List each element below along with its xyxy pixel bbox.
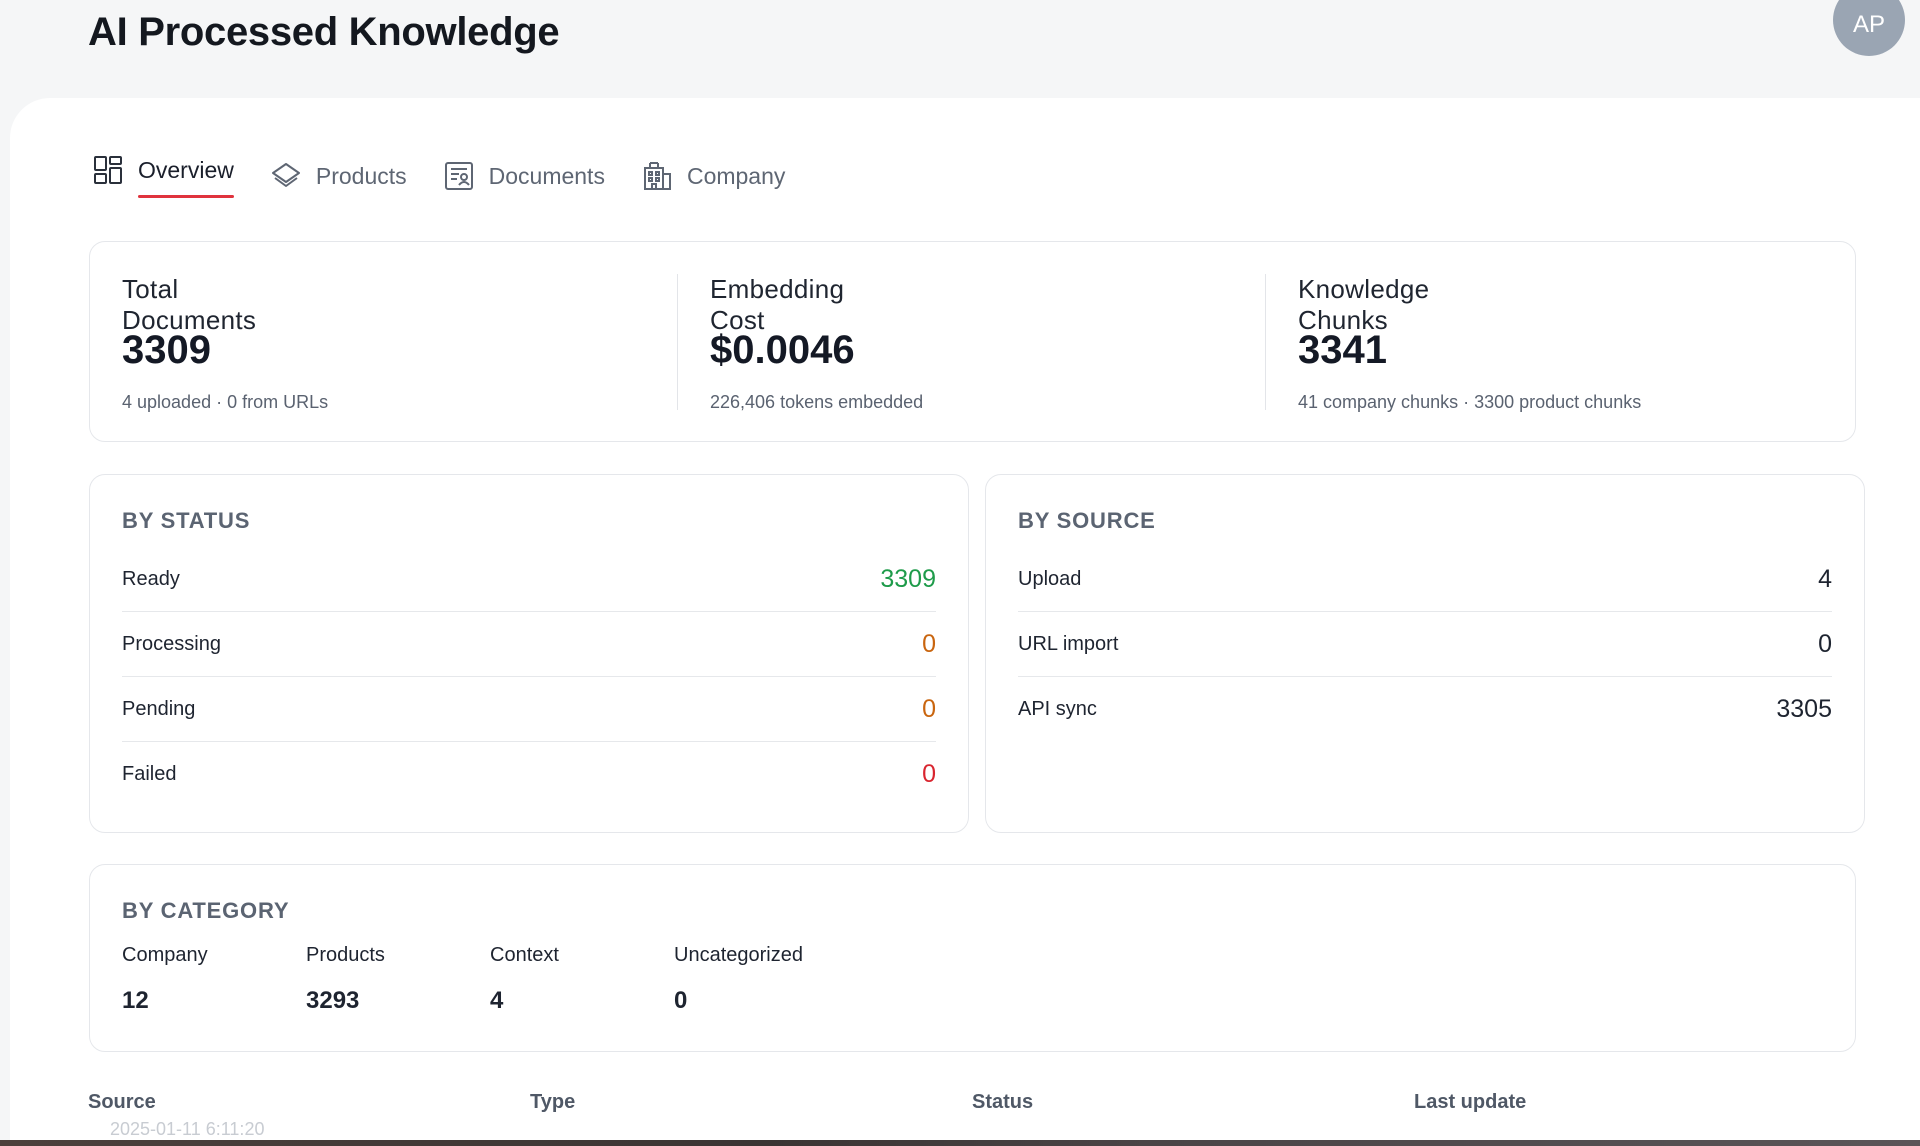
- avatar[interactable]: AP: [1833, 0, 1905, 56]
- status-row-failed: Failed 0: [122, 742, 936, 807]
- tab-label: Company: [686, 162, 786, 189]
- tab-documents[interactable]: Documents: [443, 156, 605, 196]
- summary-card: Total Documents 3309 4 uploaded · 0 from…: [89, 241, 1856, 442]
- table-row: 2025-01-11 6:11:20: [110, 1119, 265, 1139]
- category-label: Uncategorized: [674, 944, 803, 966]
- category-value: 0: [674, 987, 688, 1014]
- stat-value: 3309: [122, 328, 211, 372]
- category-value: 12: [122, 987, 149, 1014]
- page-header: AI Processed Knowledge AP: [0, 0, 1920, 100]
- row-value: 0: [1818, 629, 1832, 658]
- tab-bar: Overview Products: [92, 156, 821, 206]
- divider: [677, 274, 678, 410]
- main-panel: Overview Products: [10, 98, 1920, 1143]
- row-value: 3305: [1776, 695, 1832, 723]
- category-list: Company 12 Products 3293 Context 4 Uncat…: [122, 944, 858, 1015]
- stat-value: $0.0046: [710, 328, 855, 372]
- table-header: Source Type Status Last update: [88, 1091, 1868, 1114]
- section-title: BY SOURCE: [1018, 508, 1156, 533]
- row-value: 0: [922, 629, 936, 658]
- source-row-api-sync: API sync 3305: [1018, 677, 1832, 742]
- category-label: Products: [306, 944, 385, 966]
- column-header-last-update[interactable]: Last update: [1414, 1091, 1527, 1113]
- document-icon: [443, 160, 475, 192]
- category-company: Company 12: [122, 944, 306, 1015]
- tab-label: Documents: [488, 162, 605, 189]
- by-source-card: BY SOURCE Upload 4 URL import 0 API sync…: [985, 474, 1865, 833]
- section-title: BY CATEGORY: [122, 898, 290, 923]
- by-category-card: BY CATEGORY Company 12 Products 3293 Con…: [89, 864, 1856, 1052]
- tab-label: Products: [315, 162, 407, 189]
- stat-label: Embedding Cost: [710, 274, 845, 335]
- category-context: Context 4: [490, 944, 674, 1015]
- category-label: Context: [490, 944, 559, 966]
- building-icon: [641, 160, 673, 192]
- stat-subtext: 226,406 tokens embedded: [710, 392, 924, 412]
- stat-value: 3341: [1298, 328, 1387, 372]
- category-value: 4: [490, 987, 504, 1014]
- source-row-url-import: URL import 0: [1018, 612, 1832, 677]
- category-value: 3293: [306, 987, 360, 1014]
- row-label: Ready: [122, 567, 180, 590]
- category-products: Products 3293: [306, 944, 490, 1015]
- source-row-upload: Upload 4: [1018, 547, 1832, 612]
- row-value: 0: [922, 694, 936, 723]
- status-row-ready: Ready 3309: [122, 547, 936, 612]
- tab-products[interactable]: Products: [270, 156, 407, 196]
- row-label: Processing: [122, 632, 221, 655]
- row-label: Upload: [1018, 567, 1082, 590]
- stat-label: Total Documents: [122, 274, 257, 335]
- page-title: AI Processed Knowledge: [88, 10, 560, 54]
- status-row-processing: Processing 0: [122, 612, 936, 677]
- layers-icon: [270, 160, 302, 192]
- status-row-pending: Pending 0: [122, 677, 936, 742]
- source-rows: Upload 4 URL import 0 API sync 3305: [1018, 547, 1832, 742]
- stat-label: Knowledge Chunks: [1298, 274, 1430, 335]
- status-rows: Ready 3309 Processing 0 Pending 0 Failed…: [122, 547, 936, 807]
- category-uncategorized: Uncategorized 0: [674, 944, 858, 1015]
- row-label: Failed: [122, 763, 177, 785]
- tab-overview[interactable]: Overview: [92, 150, 234, 198]
- row-label: URL import: [1018, 632, 1119, 655]
- grid-icon: [92, 154, 124, 186]
- column-header-status[interactable]: Status: [972, 1091, 1034, 1113]
- row-label: Pending: [122, 697, 196, 720]
- divider: [1265, 274, 1266, 410]
- row-label: API sync: [1018, 698, 1097, 720]
- category-label: Company: [122, 944, 208, 966]
- column-header-type[interactable]: Type: [530, 1091, 576, 1113]
- row-value: 0: [922, 760, 936, 788]
- row-value: 4: [1818, 564, 1832, 593]
- row-value: 3309: [880, 564, 936, 593]
- by-status-card: BY STATUS Ready 3309 Processing 0 Pendin…: [89, 474, 969, 833]
- tab-company[interactable]: Company: [641, 156, 785, 196]
- stat-subtext: 4 uploaded · 0 from URLs: [122, 392, 329, 412]
- section-title: BY STATUS: [122, 508, 251, 533]
- column-header-source[interactable]: Source: [88, 1091, 156, 1113]
- stat-subtext: 41 company chunks · 3300 product chunks: [1298, 392, 1642, 412]
- tab-label: Overview: [138, 156, 234, 198]
- bottom-edge: [0, 1140, 1920, 1146]
